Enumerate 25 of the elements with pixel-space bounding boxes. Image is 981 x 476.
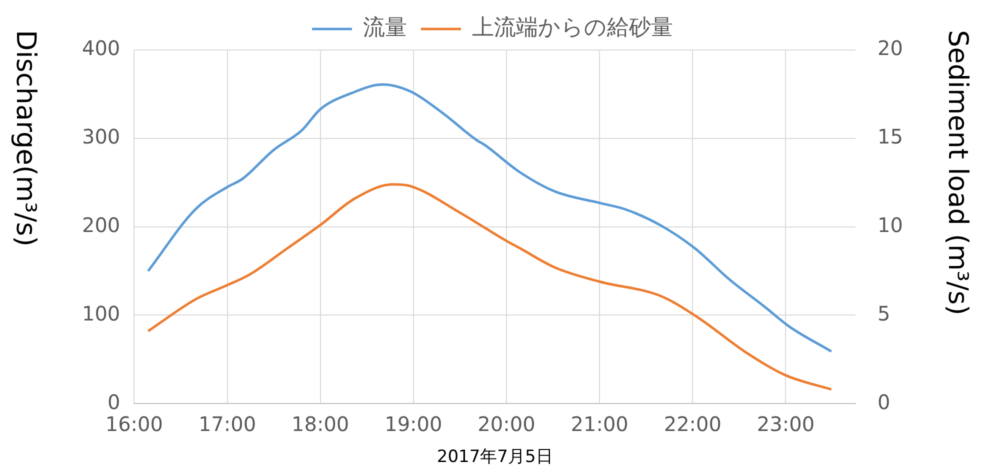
y-tick-label: 200 bbox=[82, 213, 120, 238]
y2-tick-label: 10 bbox=[878, 213, 904, 238]
legend-label: 上流端からの給砂量 bbox=[472, 16, 673, 41]
legend-label: 流量 bbox=[363, 16, 407, 41]
y2-tick-label: 20 bbox=[878, 36, 904, 60]
y2-tick-label: 15 bbox=[878, 124, 904, 149]
x-tick-label: 21:00 bbox=[570, 412, 628, 436]
x-tick-label: 16:00 bbox=[105, 412, 163, 436]
y-tick-label: 400 bbox=[82, 36, 120, 60]
line-series bbox=[146, 83, 833, 353]
y-tick-label: 100 bbox=[82, 301, 120, 326]
y2-axis-title: Sediment load (m³/s) bbox=[942, 30, 973, 316]
x-tick-label: 20:00 bbox=[478, 412, 536, 436]
y-tick-label: 300 bbox=[82, 124, 120, 149]
y2-tick-label: 5 bbox=[878, 301, 890, 326]
x-tick-label: 18:00 bbox=[292, 412, 350, 436]
y-axis-title: Discharge(m³/s) bbox=[10, 30, 41, 247]
y-tick-label: 0 bbox=[107, 390, 120, 414]
x-tick-label: 23:00 bbox=[756, 412, 815, 436]
y2-tick-label: 0 bbox=[878, 390, 890, 414]
x-tick-label: 17:00 bbox=[198, 412, 256, 436]
x-axis-title: 2017年7月5日 bbox=[436, 447, 553, 468]
x-tick-label: 19:00 bbox=[384, 412, 442, 436]
line-series bbox=[146, 183, 833, 391]
x-tick-label: 22:00 bbox=[664, 412, 722, 436]
